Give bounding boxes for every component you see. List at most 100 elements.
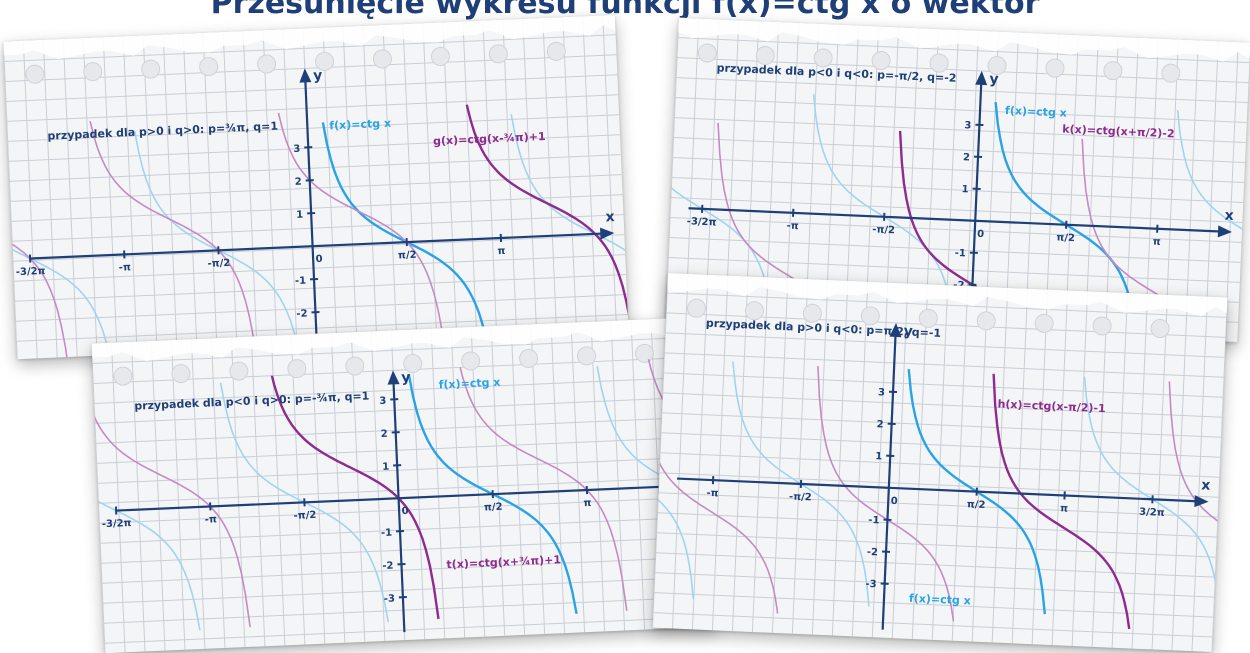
base-function-label: f(x)=ctg x [1005,104,1067,120]
x-tick-label: 0 [977,229,984,240]
y-tick-label: 1 [875,451,882,462]
y-tick-label: 2 [963,152,970,163]
shifted-function-label: g(x)=ctg(x-¾π)+1 [433,130,546,148]
punch-hole [977,311,996,330]
punch-hole [25,65,44,84]
x-tick-label: -π/2 [872,224,895,236]
x-tick-label: -π [786,221,799,233]
x-tick-label: -π [119,262,132,274]
punch-hole [1151,319,1170,338]
punch-hole [577,347,596,366]
shifted-function-label: t(x)=ctg(x+¾π)+1 [446,553,561,571]
punch-hole [461,352,480,371]
punch-hole [519,349,538,368]
x-tick-label: π/2 [967,499,986,511]
x-tick-label: -π/2 [789,491,812,503]
base-curve-branch [3,132,114,359]
base-curve-branch [92,384,200,637]
x-tick-label: π [497,246,505,257]
punch-hole [431,47,450,66]
x-axis-label: x [1224,208,1234,224]
graph-p-pos-q-pos: x y -3/2π -π -π/2 0 π/2 π -2 -1 1 2 3 przypadek dla p… [3,15,628,359]
x-tick-label: -π [205,514,218,526]
x-tick-label: 3/2π [1139,507,1165,519]
punch-hole [814,49,833,68]
x-tick-label: π/2 [398,250,417,262]
y-tick-label: 1 [296,210,303,221]
base-function-label: f(x)=ctg x [438,376,500,392]
x-tick-label: π [1060,503,1068,514]
graph-sheet-p-pos-q-pos: x y -3/2π -π -π/2 0 π/2 π -2 -1 1 2 3 przypadek dla p… [3,15,628,359]
punch-hole [1046,59,1065,78]
x-tick-label: 0 [315,254,322,265]
x-tick-label: π/2 [1056,232,1075,244]
punch-hole [141,60,160,79]
x-tick-label: 0 [401,506,408,517]
punch-hole [83,62,102,81]
y-tick-label: -2 [296,308,308,319]
shifted-curve-branch [459,354,627,618]
punch-hole [861,306,880,325]
punch-hole [345,357,364,376]
punch-hole [698,44,717,63]
base-curve-branch [135,124,303,359]
punch-hole [1093,317,1112,336]
x-axis-label: x [1201,477,1211,493]
x-tick-label: π/2 [484,502,503,514]
punch-hole [919,309,938,328]
shifted-function-label: h(x)=ctg(x-π/2)-1 [997,397,1106,415]
punch-hole [635,344,654,363]
y-tick-label: 3 [964,120,971,131]
punch-hole [229,362,248,381]
y-tick-label: 1 [961,184,968,195]
y-tick-label: 3 [878,387,885,398]
case-label: przypadek dla p>0 i q>0: p=¾π, q=1 [47,120,278,143]
shifted-curve-branch [278,106,446,359]
y-axis-label: y [313,68,323,84]
y-tick-label: -3 [384,594,396,605]
base-function-label: f(x)=ctg x [329,117,391,133]
y-tick-label: -3 [865,579,877,590]
x-tick-label: -π/2 [207,258,230,270]
y-tick-label: -2 [382,561,394,572]
axes [23,55,618,350]
punch-hole [199,57,218,76]
y-tick-label: 2 [381,429,388,440]
y-tick-label: 3 [379,396,386,407]
punch-hole [1161,64,1180,83]
y-tick-label: -1 [381,528,393,539]
y-tick-label: 2 [295,177,302,188]
punch-hole [756,46,775,65]
punch-hole [930,54,949,73]
y-tick-label: -1 [295,276,307,287]
x-tick-label: -3/2π [102,518,132,530]
x-tick-label: -3/2π [16,266,46,278]
x-tick-label: -π [706,488,719,500]
punch-hole [114,367,133,386]
punch-hole [1104,61,1123,80]
x-tick-label: π [583,498,591,509]
y-tick-label: -1 [954,248,966,259]
punch-hole [872,51,891,70]
x-tick-label: -π/2 [293,510,316,522]
punch-hole [687,299,706,318]
punch-hole [172,364,191,383]
punch-hole [803,304,822,323]
y-axis-label: y [989,71,999,87]
punch-hole [287,359,306,378]
punch-hole [547,42,566,61]
x-axis-label: x [605,209,615,225]
y-tick-label: 3 [293,144,300,155]
y-tick-label: -1 [868,515,880,526]
page-title: Przesunięcie wykresu funkcji f(x)=ctg x … [0,0,1250,21]
punch-hole [257,55,276,74]
punch-hole [373,50,392,69]
punch-hole [745,301,764,320]
y-tick-label: 2 [876,419,883,430]
y-tick-label: -2 [867,547,879,558]
shifted-function-label: k(x)=ctg(x+π/2)-2 [1062,123,1175,141]
